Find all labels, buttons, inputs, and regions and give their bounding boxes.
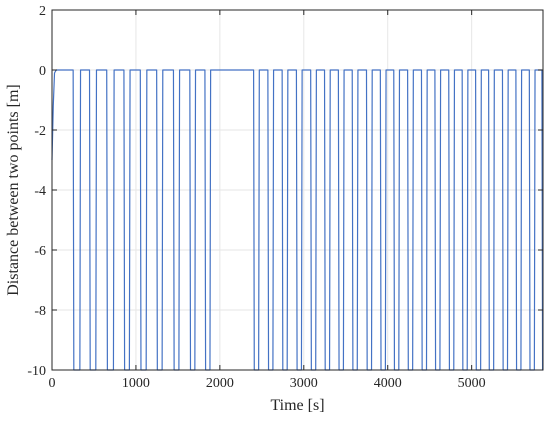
tick-group: 0 1000 2000 3000 4000 5000 2 0 -2 -4 -6 -8 -10 xyxy=(27,4,543,391)
y-tick-label: -8 xyxy=(34,304,46,319)
y-tick-label: -4 xyxy=(34,184,46,199)
x-tick-label: 2000 xyxy=(206,376,234,391)
x-tick-label: 0 xyxy=(49,376,56,391)
x-tick-label: 1000 xyxy=(122,376,150,391)
y-tick-label: -6 xyxy=(34,244,46,259)
x-tick-label: 3000 xyxy=(290,376,318,391)
x-tick-label: 5000 xyxy=(458,376,486,391)
y-axis-label: Distance between two points [m] xyxy=(5,84,22,296)
y-tick-label: -10 xyxy=(27,364,46,379)
y-tick-label: 0 xyxy=(39,64,46,79)
x-axis-label: Time [s] xyxy=(270,397,324,414)
y-tick-label: -2 xyxy=(34,124,46,139)
x-tick-label: 4000 xyxy=(374,376,402,391)
y-tick-label: 2 xyxy=(39,4,46,19)
